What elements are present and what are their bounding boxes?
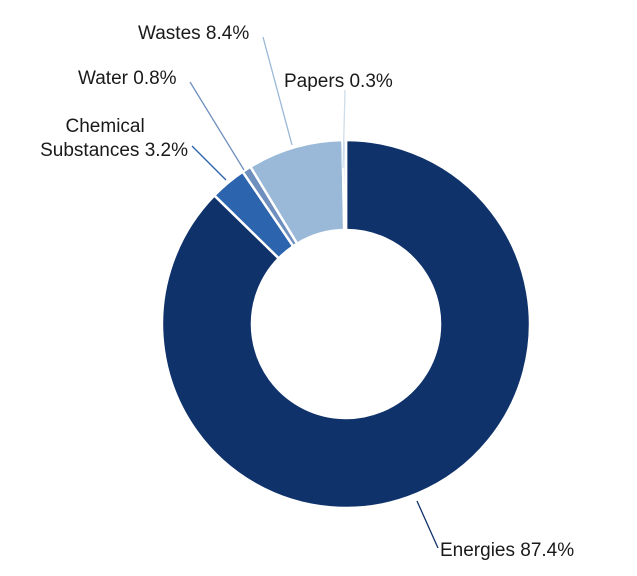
leader-line-papers — [342, 89, 346, 169]
label-chemical-line-2: Substances 3.2% — [40, 140, 188, 161]
label-energies: Energies 87.4% — [440, 540, 574, 561]
label-chemical-line-1: Chemical — [66, 116, 145, 137]
slice-energies — [160, 138, 532, 510]
label-water: Water 0.8% — [78, 68, 177, 89]
leader-line-water — [189, 81, 245, 171]
label-chemical-substances: Chemical Substances 3.2% — [40, 116, 188, 161]
leader-line-energies — [416, 500, 439, 549]
label-wastes: Wastes 8.4% — [138, 23, 249, 44]
label-papers: Papers 0.3% — [284, 71, 393, 92]
slices-group — [160, 138, 532, 510]
leader-line-chemical-substances — [191, 145, 227, 181]
labels-group: Energies 87.4% Chemical Substances 3.2% … — [40, 23, 574, 561]
leader-lines-group — [189, 36, 439, 549]
leader-line-wastes — [262, 36, 293, 146]
